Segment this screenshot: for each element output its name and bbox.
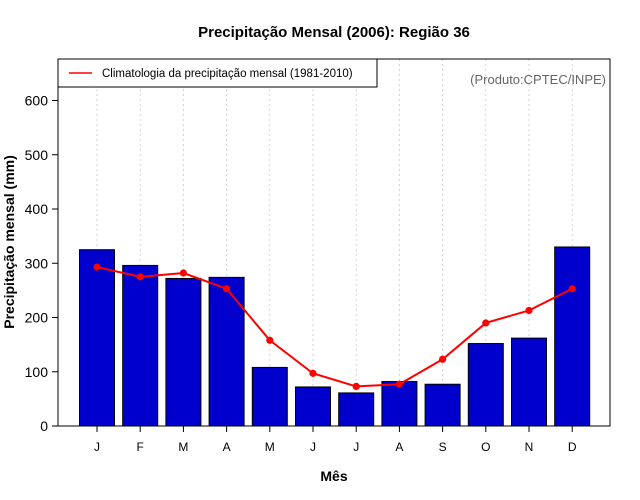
climatology-line [96, 266, 573, 388]
x-tick-label: M [265, 440, 275, 454]
climatology-point-3 [179, 269, 187, 277]
climatology-point-10 [482, 319, 490, 327]
x-tick-label: M [178, 440, 188, 454]
x-tick-label: J [353, 440, 359, 454]
y-tick-label: 0 [40, 418, 48, 434]
x-tick-label: J [310, 440, 316, 454]
climatology-point-5 [266, 336, 274, 344]
x-axis-title: Mês [320, 468, 347, 484]
x-tick-label: S [439, 440, 447, 454]
chart-title: Precipitação Mensal (2006): Região 36 [198, 24, 470, 41]
bar-12 [554, 246, 591, 427]
y-tick-label: 200 [25, 310, 49, 326]
climatology-line-layer [93, 263, 576, 390]
climatology-point-8 [395, 380, 403, 388]
x-tick-label: A [395, 440, 403, 454]
climatology-point-2 [136, 273, 144, 281]
climatology-point-7 [352, 382, 360, 390]
y-axis: 0 100 200 300 400 500 600 [25, 93, 58, 434]
bar-4 [208, 276, 245, 427]
x-tick-label: O [481, 440, 490, 454]
bar-7 [338, 392, 375, 427]
bar-6 [295, 386, 331, 427]
x-tick-label: N [525, 440, 534, 454]
x-tick-label: D [568, 440, 577, 454]
legend-box [57, 58, 378, 88]
bar-9 [424, 383, 461, 427]
legend-label: Climatologia da precipitação mensal (198… [102, 68, 353, 80]
climatology-point-4 [223, 285, 231, 293]
y-axis-title: Precipitação mensal (mm) [1, 155, 17, 329]
y-tick-label: 300 [25, 255, 49, 271]
x-tick-label: F [137, 440, 144, 454]
climatology-point-6 [309, 369, 317, 377]
y-tick-label: 500 [25, 147, 49, 163]
bar-8 [381, 381, 418, 427]
bar-11 [511, 337, 547, 427]
bar-5 [251, 366, 288, 427]
x-tick-label: A [223, 440, 231, 454]
x-tick-label: J [94, 440, 100, 454]
bars-layer [79, 246, 591, 427]
climatology-point-9 [439, 355, 447, 363]
climatology-point-12 [568, 285, 576, 293]
climatology-point-1 [93, 263, 101, 271]
bar-10 [467, 343, 504, 427]
credit-text: (Produto:CPTEC/INPE) [470, 72, 606, 87]
bar-2 [122, 264, 159, 427]
y-tick-label: 400 [25, 201, 49, 217]
y-tick-label: 600 [25, 93, 49, 109]
climatology-point-11 [525, 306, 533, 315]
bar-3 [165, 277, 202, 427]
y-tick-label: 100 [25, 364, 49, 380]
legend: Climatologia da precipitação mensal (198… [57, 58, 378, 88]
bar-1 [79, 249, 115, 427]
